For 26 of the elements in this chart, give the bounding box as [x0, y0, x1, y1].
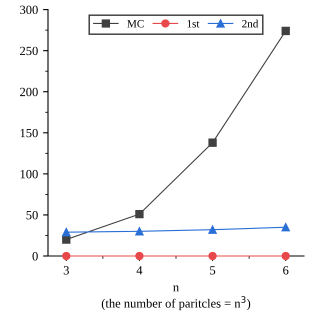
point — [62, 252, 70, 260]
x-tick-label: 6 — [283, 266, 288, 275]
y-tick-label: 150 — [20, 128, 38, 138]
point — [208, 138, 217, 147]
y-tick-label: 300 — [20, 6, 38, 14]
point — [62, 228, 70, 236]
y-tick-label: 100 — [20, 170, 38, 178]
point — [135, 252, 144, 260]
x-tick-label: 4 — [136, 266, 142, 274]
y-tick-label: 50 — [26, 210, 38, 220]
legend-label: 2nd — [242, 20, 258, 28]
point — [208, 252, 217, 260]
point — [135, 227, 144, 236]
y-tick-label: 250 — [20, 46, 38, 56]
point — [135, 210, 144, 218]
x-tick-label: 5 — [210, 266, 216, 275]
point — [282, 252, 290, 260]
y-tick-label: 200 — [20, 88, 38, 96]
legend-label: 1st — [187, 20, 200, 28]
point — [282, 26, 290, 36]
point — [282, 223, 290, 232]
y-tick-label: 0 — [32, 252, 38, 260]
legend-label: MC — [127, 20, 144, 28]
x-tick-label: 3 — [64, 266, 69, 275]
point — [208, 226, 217, 234]
x-axis-title: n (the number of paritcles = n$^{3}$) — [102, 285, 250, 310]
